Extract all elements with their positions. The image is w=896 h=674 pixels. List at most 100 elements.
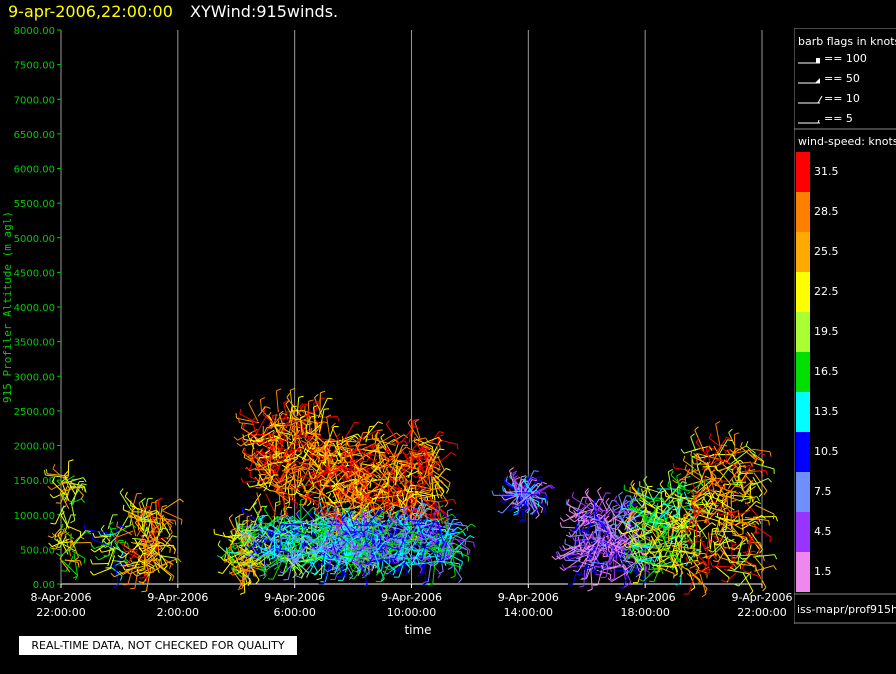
wind-barb-flag bbox=[338, 506, 344, 511]
wind-barb bbox=[414, 485, 418, 503]
wind-barb-flag bbox=[529, 472, 535, 475]
wind-barb-flag bbox=[249, 556, 253, 562]
wind-barb-flag bbox=[254, 551, 260, 554]
wind-barb bbox=[571, 496, 592, 511]
wind-barb bbox=[264, 558, 282, 573]
wind-barb bbox=[93, 542, 112, 549]
wind-barb-flag bbox=[680, 550, 686, 553]
wind-barb bbox=[71, 550, 86, 560]
wind-barb-flag bbox=[98, 547, 102, 553]
wind-barb bbox=[326, 417, 331, 441]
wind-barb bbox=[272, 466, 284, 488]
wind-barb-flag bbox=[773, 565, 777, 571]
wind-barb-flag bbox=[141, 497, 146, 502]
wind-barb-flag bbox=[439, 494, 443, 500]
wind-barb-flag bbox=[384, 471, 389, 476]
wind-barb-flag bbox=[701, 593, 707, 598]
wind-barb-flag bbox=[279, 525, 281, 531]
wind-barb bbox=[321, 450, 334, 464]
wind-barb bbox=[677, 481, 701, 489]
wind-barb bbox=[632, 496, 646, 501]
wind-barb-flag bbox=[319, 551, 324, 556]
wind-barb-flag bbox=[316, 577, 322, 581]
wind-barb-flag bbox=[406, 493, 411, 498]
wind-barb bbox=[246, 528, 261, 549]
wind-barb-flag bbox=[622, 546, 628, 551]
wind-barb bbox=[411, 437, 426, 442]
wind-barb-flag bbox=[421, 582, 427, 586]
wind-barb bbox=[307, 497, 327, 512]
wind-barb bbox=[660, 517, 667, 536]
wind-barb-flag bbox=[385, 504, 389, 510]
wind-barb-flag bbox=[399, 491, 403, 496]
wind-barb bbox=[112, 540, 120, 558]
wind-barb-flag bbox=[169, 563, 172, 569]
y-tick-label: 500.00 bbox=[20, 545, 55, 556]
wind-barb bbox=[384, 452, 390, 467]
wind-barb bbox=[266, 414, 274, 433]
wind-barb-flag bbox=[295, 527, 300, 532]
wind-barb bbox=[255, 546, 277, 561]
wind-barb-flag bbox=[375, 571, 380, 576]
wind-barb bbox=[362, 463, 380, 468]
wind-barb bbox=[281, 420, 291, 434]
wind-barb-flag bbox=[261, 405, 266, 411]
wind-barb bbox=[376, 466, 389, 489]
wind-barb bbox=[303, 450, 320, 468]
wind-barb-flag bbox=[386, 534, 389, 540]
wind-barb-flag bbox=[630, 479, 634, 485]
wind-barb bbox=[297, 436, 311, 439]
wind-barb-flag bbox=[623, 543, 627, 548]
wind-barb-flag bbox=[351, 494, 353, 500]
wind-barb bbox=[348, 497, 356, 511]
wind-barb bbox=[421, 546, 426, 559]
wind-barb bbox=[679, 503, 696, 523]
wind-barb bbox=[257, 450, 273, 464]
wind-barb bbox=[573, 531, 577, 554]
wind-barb-flag bbox=[347, 519, 351, 525]
wind-barb-flag bbox=[643, 515, 647, 521]
wind-barb-flag bbox=[447, 508, 453, 512]
wind-barb bbox=[260, 454, 272, 470]
wind-barb-flag bbox=[440, 480, 445, 485]
wind-barb bbox=[310, 440, 313, 459]
wind-barb-flag bbox=[241, 447, 245, 453]
wind-barb bbox=[358, 524, 369, 534]
wind-barb bbox=[332, 463, 340, 486]
wind-barb-flag bbox=[629, 503, 632, 509]
wind-barb-flag bbox=[260, 397, 266, 401]
wind-barb-flag bbox=[141, 590, 147, 593]
wind-barb bbox=[119, 492, 132, 511]
wind-barb bbox=[334, 540, 348, 556]
wind-barb-flag bbox=[438, 559, 444, 562]
wind-barb-flag bbox=[122, 504, 125, 510]
wind-barb bbox=[380, 488, 397, 494]
wind-barb-flag bbox=[133, 514, 139, 519]
wind-barb-flag bbox=[635, 570, 638, 576]
wind-barb-flag bbox=[61, 570, 67, 572]
wind-barb bbox=[576, 508, 596, 515]
wind-barb bbox=[452, 538, 474, 543]
wind-barb-flag bbox=[715, 420, 721, 425]
wind-barb-flag bbox=[377, 521, 382, 526]
wind-barb-flag bbox=[301, 469, 306, 475]
x-axis-label: time bbox=[404, 623, 431, 637]
wind-barb bbox=[565, 559, 579, 562]
wind-barb-flag bbox=[537, 502, 540, 508]
wind-barb bbox=[252, 527, 262, 550]
wind-barb bbox=[354, 492, 366, 501]
wind-barb bbox=[588, 561, 608, 565]
wind-barb-flag bbox=[413, 426, 419, 429]
wind-barb-flag bbox=[387, 571, 393, 575]
wind-barb-flag bbox=[322, 480, 328, 483]
wind-barb bbox=[328, 497, 338, 507]
wind-barb-flag bbox=[377, 463, 383, 467]
wind-barb-flag bbox=[760, 470, 764, 476]
wind-barb-flag bbox=[429, 531, 435, 536]
wind-barb bbox=[637, 555, 661, 562]
wind-barb-flag bbox=[402, 546, 407, 551]
wind-barb-flag bbox=[172, 545, 176, 551]
wind-barb bbox=[269, 523, 283, 534]
wind-barb bbox=[72, 481, 80, 505]
wind-barb-flag bbox=[375, 580, 381, 583]
